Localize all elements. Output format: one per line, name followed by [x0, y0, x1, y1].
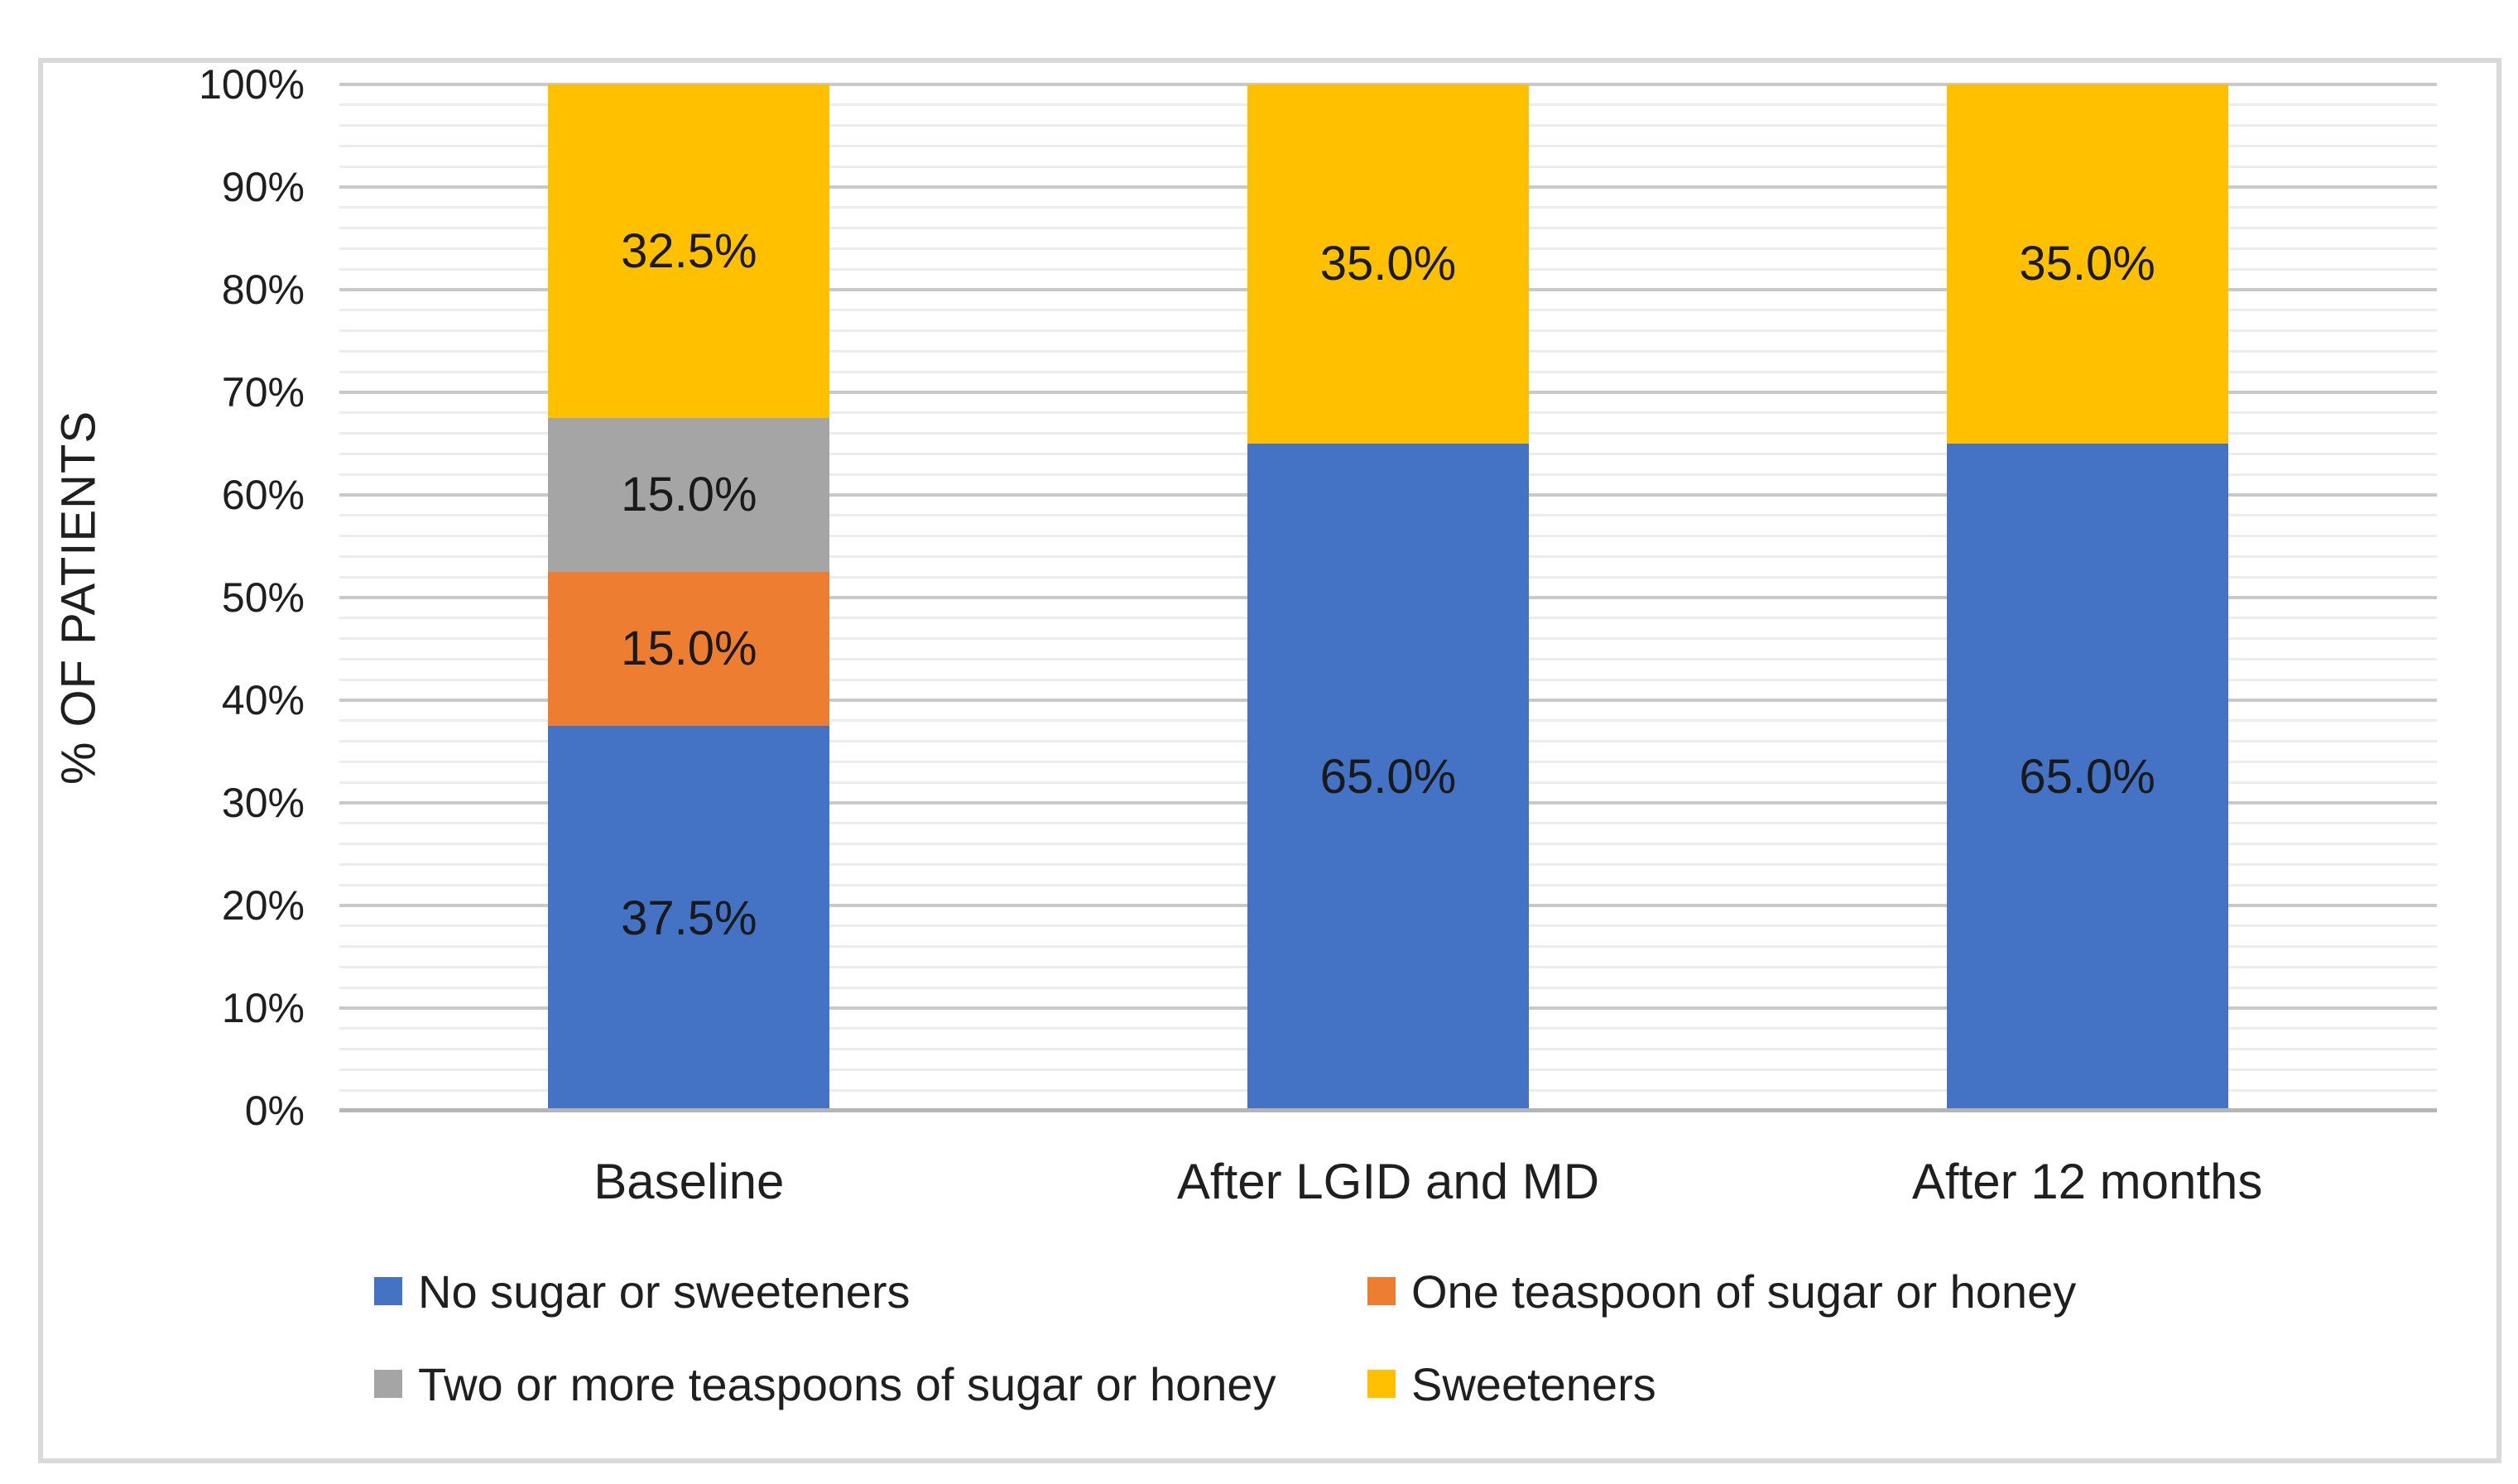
- x-category-label: After 12 months: [1911, 1154, 2263, 1209]
- legend-item: One teaspoon of sugar or honey: [1367, 1265, 2076, 1318]
- bar-segment: 15.0%: [548, 418, 830, 572]
- legend-item: Two or more teaspoons of sugar or honey: [374, 1357, 1276, 1410]
- y-tick-label: 70%: [221, 369, 305, 415]
- y-tick-label: 20%: [221, 882, 305, 929]
- data-label: 65.0%: [2019, 750, 2155, 804]
- data-label: 15.0%: [621, 468, 757, 521]
- bar-segment: 65.0%: [1946, 444, 2228, 1111]
- y-tick-label: 80%: [221, 267, 305, 313]
- legend-item: No sugar or sweeteners: [374, 1265, 911, 1318]
- y-tick-label: 0%: [244, 1088, 305, 1134]
- bar-segment: 65.0%: [1247, 444, 1529, 1111]
- legend-item: Sweeteners: [1367, 1357, 1656, 1410]
- bar-segment: 35.0%: [1247, 84, 1529, 444]
- legend-swatch: [374, 1277, 402, 1305]
- data-label: 37.5%: [621, 891, 757, 945]
- legend-label: One teaspoon of sugar or honey: [1411, 1265, 2077, 1318]
- bar-segment: 32.5%: [548, 84, 830, 418]
- x-category-label: Baseline: [593, 1154, 785, 1209]
- bar-segment: 35.0%: [1946, 84, 2228, 444]
- x-axis-line: [339, 1108, 2437, 1112]
- x-category-label: After LGID and MD: [1176, 1154, 1600, 1209]
- y-tick-label: 40%: [221, 677, 305, 723]
- y-tick-label: 60%: [221, 472, 305, 518]
- y-tick-label: 50%: [221, 574, 305, 621]
- legend-label: Two or more teaspoons of sugar or honey: [418, 1357, 1276, 1410]
- data-label: 35.0%: [1319, 237, 1457, 291]
- bar-segment: 37.5%: [548, 726, 830, 1111]
- legend-label: No sugar or sweeteners: [418, 1265, 911, 1318]
- plot-area: 37.5% 15.0% 15.0% 32.5% 65.0% 35.0% 65.0% 35.0%: [339, 83, 2437, 1112]
- legend-swatch: [1367, 1277, 1396, 1305]
- y-tick-label: 90%: [221, 164, 305, 210]
- legend-swatch: [1367, 1370, 1396, 1398]
- y-tick-label: 10%: [221, 985, 305, 1031]
- y-tick-label: 100%: [199, 61, 305, 108]
- y-tick-label: 30%: [221, 780, 305, 826]
- legend-label: Sweeteners: [1411, 1357, 1656, 1410]
- data-label: 15.0%: [621, 622, 757, 675]
- data-label: 35.0%: [2019, 237, 2155, 291]
- bar-segment: 15.0%: [548, 572, 830, 726]
- data-label: 65.0%: [1319, 750, 1457, 804]
- legend-swatch: [374, 1370, 402, 1398]
- data-label: 32.5%: [621, 223, 757, 278]
